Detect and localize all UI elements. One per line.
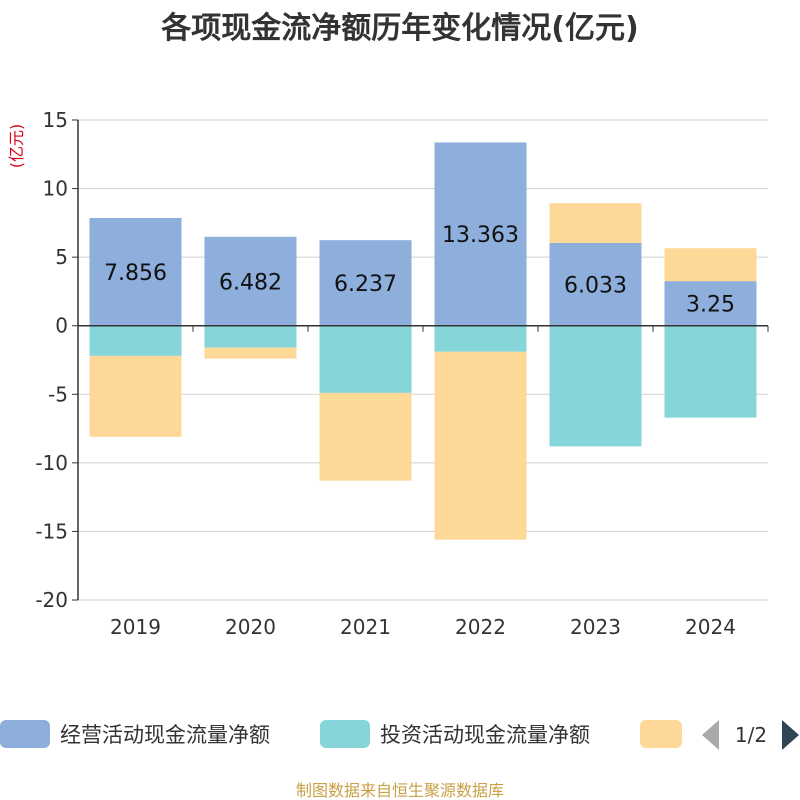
legend-item-1[interactable]: 经营活动现金流量净额 <box>0 720 270 748</box>
axes: 15 10 5 0 -5 -10 -15 -20 2019 2020 2021 2022 2023 202… <box>35 108 769 639</box>
chart-title: 各项现金流净额历年变化情况(亿元) <box>160 11 638 46</box>
data-label-2021: 6.237 <box>334 272 397 297</box>
bar-2019-series-3 <box>89 355 182 437</box>
bar-2021-series-1 <box>319 240 412 326</box>
source-note: 制图数据来自恒生聚源数据库 <box>296 781 504 800</box>
legend-prev-page-icon[interactable] <box>702 720 719 750</box>
x-tick-label-2019: 2019 <box>110 615 161 639</box>
bar-2020-series-2 <box>204 325 297 348</box>
y-tick-label: 5 <box>55 245 68 269</box>
y-tick-label: 15 <box>43 108 68 132</box>
y-axis-label: (亿元) <box>7 124 26 169</box>
bar-2022-series-3 <box>434 351 527 540</box>
x-tick-label-2023: 2023 <box>570 615 621 639</box>
bar-2022-series-2 <box>434 325 527 352</box>
legend-next-page-icon[interactable] <box>782 720 799 750</box>
bar-2024-series-2 <box>664 325 757 418</box>
y-tick-label: -20 <box>35 588 68 612</box>
data-label-2019: 7.856 <box>104 261 167 286</box>
bars <box>89 142 757 540</box>
x-tick-label-2022: 2022 <box>455 615 506 639</box>
legend-swatch <box>320 720 370 748</box>
data-label-2024: 3.25 <box>686 292 735 317</box>
legend-label: 经营活动现金流量净额 <box>60 723 270 747</box>
bar-2021-series-2 <box>319 325 412 393</box>
legend-swatch <box>0 720 50 748</box>
legend-swatch <box>640 720 682 748</box>
bar-2019-series-1 <box>89 217 182 326</box>
bar-2024-series-1 <box>664 281 757 326</box>
bar-2020-series-3 <box>204 347 297 359</box>
data-label-2023: 6.033 <box>564 273 627 298</box>
bar-2024-series-3 <box>664 248 757 282</box>
legend-item-3[interactable] <box>640 720 682 748</box>
legend-page-indicator: 1/2 <box>735 723 767 747</box>
bar-2023-series-3 <box>549 203 642 243</box>
bar-2019-series-2 <box>89 325 182 356</box>
data-label-2022: 13.363 <box>442 223 519 248</box>
x-tick-label-2020: 2020 <box>225 615 276 639</box>
bar-2022-series-1 <box>434 142 527 326</box>
data-label-2020: 6.482 <box>219 270 282 295</box>
bar-2020-series-1 <box>204 236 297 326</box>
legend-label: 投资活动现金流量净额 <box>380 723 590 747</box>
y-tick-label: -5 <box>48 382 68 406</box>
bar-2023-series-2 <box>549 325 642 447</box>
y-tick-label: -15 <box>35 519 68 543</box>
y-tick-label: 0 <box>55 314 68 338</box>
x-tick-label-2024: 2024 <box>685 615 736 639</box>
bar-2023-series-1 <box>549 242 642 326</box>
y-tick-label: 10 <box>43 177 68 201</box>
bar-2021-series-3 <box>319 392 412 481</box>
bar-labels: 7.856 6.482 6.237 13.363 6.033 3.25 <box>104 223 735 317</box>
legend[interactable]: 经营活动现金流量净额 投资活动现金流量净额 1/2 <box>0 720 799 750</box>
y-tick-label: -10 <box>35 451 68 475</box>
legend-item-2[interactable]: 投资活动现金流量净额 <box>320 720 590 748</box>
x-tick-label-2021: 2021 <box>340 615 391 639</box>
